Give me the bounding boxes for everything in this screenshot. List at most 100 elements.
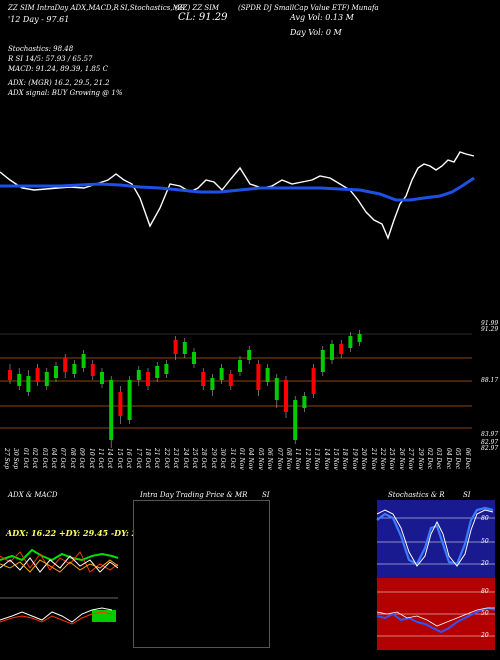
price-candlestick-chart [0, 330, 472, 448]
date-tick: 05 Dec [454, 448, 462, 470]
stochastics-tick: 20 [481, 560, 489, 567]
date-tick: 03 Dec [435, 448, 443, 470]
candle-body [8, 370, 12, 380]
date-tick: 23 Oct [172, 448, 180, 469]
intraday-panel-si: SI [262, 491, 270, 499]
stochastics-panel-title: Stochastics & R [388, 491, 445, 499]
macd-stat: MACD: 91.24, 89.39, 1.85 C [8, 65, 108, 73]
date-tick: 21 Oct [153, 448, 161, 469]
date-tick: 15 Oct [115, 448, 123, 469]
date-tick: 14 Nov [322, 448, 330, 470]
header-stat-1: CL: 91.29 [178, 12, 228, 23]
moving-average-line [0, 176, 475, 202]
candle-body [348, 336, 353, 348]
date-tick: 17 Oct [134, 448, 142, 469]
date-tick: 09 Oct [78, 448, 86, 469]
stochastics-tick: 50 [481, 538, 489, 545]
date-tick: 12 Nov [303, 448, 311, 470]
date-tick: 26 Nov [397, 448, 405, 470]
date-tick: 28 Oct [200, 448, 208, 469]
candle-body [293, 400, 298, 440]
date-tick: 29 Nov [416, 448, 424, 470]
stochastics-panel-si: SI [463, 491, 471, 499]
date-tick: 03 Oct [40, 448, 48, 469]
header-text-2: (ZZ) ZZ SIM [175, 4, 220, 12]
candle-body [90, 364, 95, 376]
date-tick: 19 Nov [350, 448, 358, 470]
price-label: 91.29 [481, 326, 499, 333]
date-tick: 02 Oct [31, 448, 39, 469]
adx-panel [0, 498, 119, 648]
candle-body [320, 350, 325, 372]
candle-body [219, 368, 224, 380]
date-tick: 29 Oct [209, 448, 217, 469]
date-tick: 05 Nov [256, 448, 264, 470]
date-tick: 20 Nov [360, 448, 368, 470]
candle-body [228, 374, 233, 386]
date-tick: 16 Oct [125, 448, 133, 469]
candle-body [238, 360, 242, 372]
candle-body [192, 352, 196, 364]
date-tick: 27 Sep [3, 448, 10, 470]
date-tick: 24 Oct [181, 448, 189, 469]
candle-body [35, 368, 40, 382]
header-stat-0: '12 Day - 97.61 [8, 15, 70, 24]
candle-body [155, 366, 160, 378]
date-tick: 06 Dec [463, 448, 471, 470]
date-tick: 14 Oct [106, 448, 114, 469]
date-tick: 30 Oct [219, 448, 227, 469]
candle-body [146, 372, 150, 386]
candle-body [26, 376, 31, 392]
candle-body [81, 354, 86, 368]
date-tick: 04 Oct [50, 448, 57, 469]
adx-signal: ADX signal: BUY Growing @ 1% [8, 89, 123, 97]
header-text-3: (SPDR DJ SmallCap Value ETF) Munafa [238, 4, 379, 12]
date-tick: 13 Nov [313, 448, 321, 470]
header-text-0: ZZ SIM IntraDay ADX,MACD,R [8, 4, 119, 12]
rsi-stat: R SI 14/5: 57.93 / 65.57 [8, 55, 93, 63]
day-volume: Day Vol: 0 M [290, 28, 342, 37]
date-tick: 08 Nov [285, 448, 292, 470]
candle-body [164, 364, 169, 374]
candle-body [17, 374, 22, 386]
candle-body [274, 378, 279, 400]
date-tick: 27 Nov [407, 448, 415, 470]
candle-body [136, 370, 141, 380]
date-tick: 02 Dec [426, 448, 433, 470]
date-tick: 06 Nov [266, 448, 274, 470]
rsi-tick: 80 [481, 588, 489, 595]
date-tick: 08 Oct [68, 448, 76, 469]
date-tick: 25 Oct [191, 448, 198, 469]
date-tick: 18 Oct [144, 448, 151, 469]
date-tick: 21 Nov [369, 448, 377, 470]
candle-body [100, 372, 104, 384]
indicator-line [0, 151, 475, 240]
stochastics-tick: 80 [481, 515, 489, 522]
date-tick: 01 Nov [238, 448, 245, 470]
candle-body [265, 368, 270, 382]
candle-body [302, 396, 307, 408]
candle-body [118, 392, 123, 416]
price-label: 91.99 [481, 320, 499, 327]
intraday-panel [133, 500, 270, 648]
stochastics-stat: Stochastics: 98.48 [8, 45, 74, 53]
stochastics-panel [376, 500, 496, 650]
date-tick: 22 Nov [379, 448, 386, 470]
candle-body [247, 350, 252, 360]
adx-panel-values: ADX: 16.22 +DY: 29.45 -DY: 21.23 [6, 528, 157, 538]
date-tick: 07 Oct [59, 448, 67, 469]
intraday-panel-title: Intra Day Trading Price & MR [140, 491, 248, 499]
date-tick: 30 Sep [12, 448, 20, 470]
price-label: 82.97 [481, 439, 499, 446]
adx-stat: ADX: (MGR) 16.2, 29.5, 21.2 [8, 79, 110, 87]
date-tick: 10 Oct [87, 448, 95, 469]
candle-body [54, 366, 58, 378]
date-tick: 11 Oct [97, 448, 104, 469]
candle-body [201, 372, 206, 386]
candle-body [339, 344, 344, 354]
candle-body [182, 342, 187, 354]
candle-body [357, 334, 362, 342]
date-tick: 11 Nov [294, 448, 302, 470]
rsi-tick: 20 [481, 632, 489, 639]
candle-body [256, 364, 261, 390]
